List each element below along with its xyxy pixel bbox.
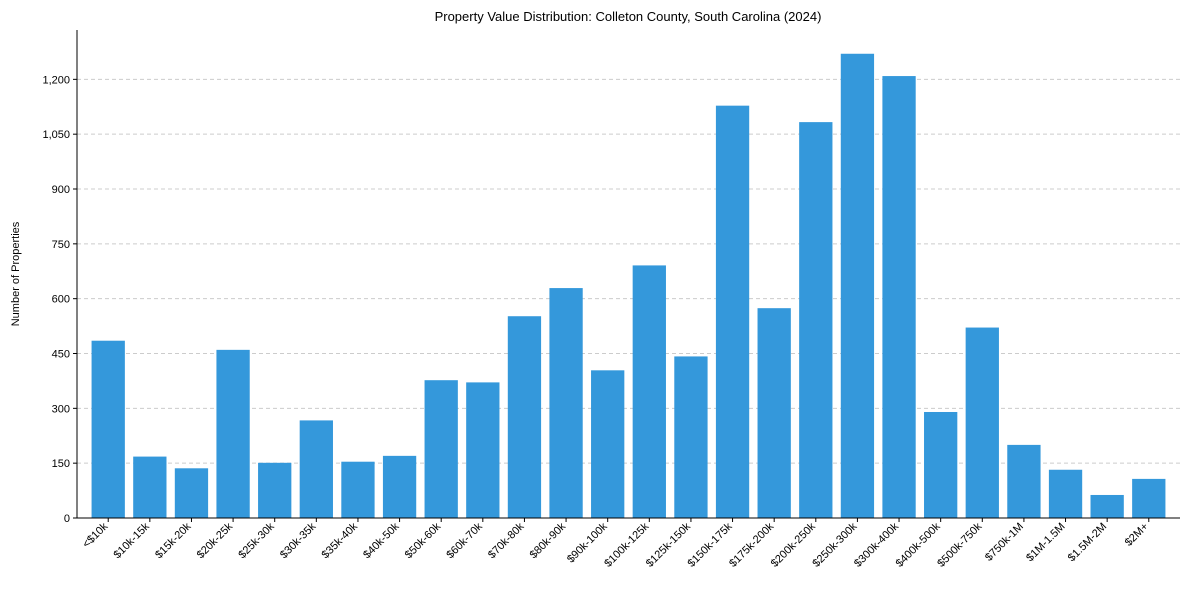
- x-tick-label: $50k-60k: [403, 520, 444, 561]
- x-tick-label: $90k-100k: [565, 520, 610, 565]
- bar: [674, 356, 708, 518]
- bar: [549, 288, 583, 518]
- bar: [1048, 469, 1083, 518]
- y-tick-label: 150: [52, 458, 70, 470]
- bar: [258, 462, 292, 518]
- bar: [1007, 444, 1041, 518]
- x-tick-labels: <$10k $10k-15k $15k-20k $20k-25k $25k-30k $30…: [80, 520, 1150, 569]
- y-tick-label: 1,200: [42, 74, 70, 86]
- x-tick-label: <$10k: [80, 520, 110, 550]
- bar: [133, 456, 167, 518]
- bar: [382, 455, 417, 518]
- bar: [174, 468, 209, 518]
- x-tick-label: $1.5M-2M: [1066, 521, 1110, 565]
- y-tick-label: 750: [52, 239, 70, 251]
- bars: [91, 53, 1166, 519]
- x-tick-label: $70k-80k: [486, 520, 527, 561]
- x-tick-label: $10k-15k: [111, 520, 152, 561]
- x-tick-label: $40k-50k: [361, 520, 402, 561]
- bar: [91, 340, 125, 518]
- y-tick-label: 300: [52, 403, 70, 415]
- y-axis-title: Number of Properties: [10, 221, 22, 326]
- bar: [507, 316, 542, 518]
- y-tick-label: 900: [52, 184, 70, 196]
- x-tick-label: $80k-90k: [528, 520, 569, 561]
- x-tick-label: $25k-30k: [236, 520, 277, 561]
- bar: [965, 327, 999, 518]
- x-tick-label: $30k-35k: [278, 520, 319, 561]
- bar: [924, 411, 958, 518]
- bar: [715, 105, 750, 518]
- bar: [341, 461, 375, 518]
- bar: [840, 53, 875, 518]
- bar: [466, 382, 500, 518]
- y-tick-label: 1,050: [42, 129, 70, 141]
- x-tick-label: $1M-1.5M: [1024, 521, 1068, 565]
- x-tick-label: $20k-25k: [195, 520, 236, 561]
- bar: [216, 349, 250, 518]
- x-tick-label: $750k-1M: [983, 521, 1026, 564]
- bar: [1090, 494, 1124, 518]
- y-tick-label: 600: [52, 294, 70, 306]
- axes: [73, 30, 1180, 522]
- bar: [299, 420, 333, 518]
- bar: [632, 265, 666, 518]
- bar: [424, 380, 458, 518]
- x-tick-label: $15k-20k: [153, 520, 194, 561]
- y-tick-label: 450: [52, 349, 70, 361]
- bar: [799, 122, 833, 518]
- x-tick-label: $2M+: [1123, 521, 1151, 549]
- bar: [757, 308, 791, 518]
- y-tick-label: 0: [64, 513, 70, 525]
- x-tick-label: $500k-750k: [935, 520, 984, 569]
- bar: [882, 76, 916, 519]
- bar: [1132, 478, 1166, 518]
- x-tick-label: $60k-70k: [444, 520, 485, 561]
- bar: [591, 370, 625, 518]
- chart-title: Property Value Distribution: Colleton Co…: [435, 9, 822, 24]
- x-tick-label: $35k-40k: [320, 520, 361, 561]
- y-tick-labels: 0 150 300 450 600 750 900 1,050 1,200: [42, 74, 70, 525]
